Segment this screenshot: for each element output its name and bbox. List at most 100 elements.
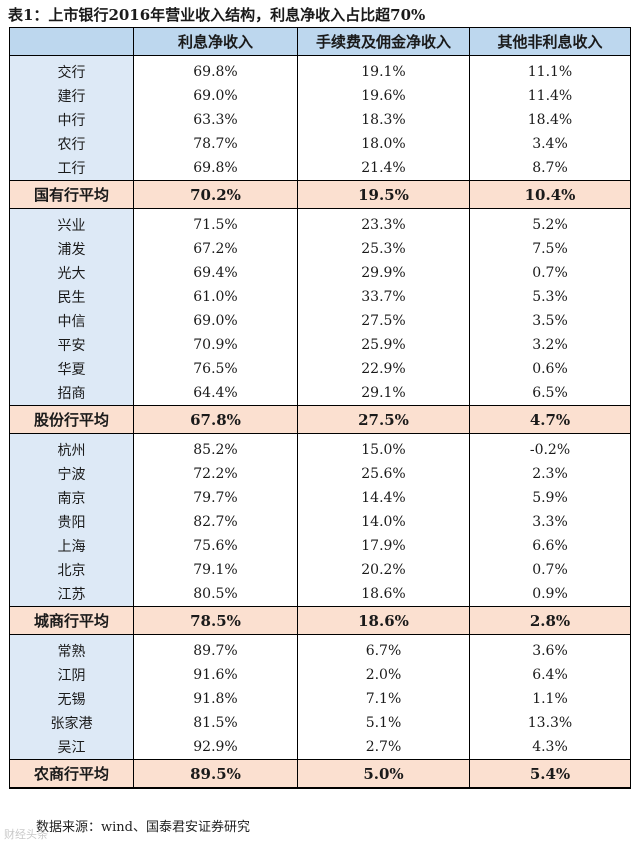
value-cell: 3.5%: [469, 309, 631, 333]
value-cell: 79.1%: [133, 558, 298, 582]
value-cell: 18.4%: [469, 108, 631, 132]
table-row: 北京 79.1% 20.2% 0.7%: [9, 558, 631, 582]
bank-name-cell: 招商: [9, 381, 134, 406]
value-cell: 61.0%: [133, 285, 298, 309]
table-row: 杭州 85.2% 15.0% -0.2%: [9, 433, 631, 462]
value-cell: 1.1%: [469, 687, 631, 711]
table-row: 农行 78.7% 18.0% 3.4%: [9, 132, 631, 156]
table-row: 贵阳 82.7% 14.0% 3.3%: [9, 510, 631, 534]
header-other-non-interest-income: 其他非利息收入: [469, 27, 631, 56]
bank-name-cell: 江苏: [9, 582, 134, 607]
value-cell: 63.3%: [133, 108, 298, 132]
revenue-structure-table: 利息净收入 手续费及佣金净收入 其他非利息收入 交行 69.8% 19.1% 11.1…: [9, 27, 631, 789]
value-cell: 82.7%: [133, 510, 298, 534]
table-row: 中信 69.0% 27.5% 3.5%: [9, 309, 631, 333]
bank-name-cell: 杭州: [9, 433, 134, 462]
value-cell: 21.4%: [297, 156, 470, 181]
value-cell: 69.0%: [133, 84, 298, 108]
average-value-cell: 78.5%: [133, 606, 298, 635]
value-cell: 27.5%: [297, 309, 470, 333]
watermark: 财经头条: [4, 828, 48, 841]
value-cell: 81.5%: [133, 711, 298, 735]
table-row: 平安 70.9% 25.9% 3.2%: [9, 333, 631, 357]
value-cell: 71.5%: [133, 208, 298, 237]
table-row: 建行 69.0% 19.6% 11.4%: [9, 84, 631, 108]
value-cell: 2.3%: [469, 462, 631, 486]
table-row: 光大 69.4% 29.9% 0.7%: [9, 261, 631, 285]
average-label-cell: 股份行平均: [9, 405, 134, 434]
bank-name-cell: 浦发: [9, 237, 134, 261]
value-cell: 0.7%: [469, 558, 631, 582]
table-row: 浦发 67.2% 25.3% 7.5%: [9, 237, 631, 261]
bank-name-cell: 吴江: [9, 735, 134, 760]
average-row: 股份行平均 67.8% 27.5% 4.7%: [9, 405, 631, 434]
value-cell: 6.4%: [469, 663, 631, 687]
value-cell: 72.2%: [133, 462, 298, 486]
table-row: 吴江 92.9% 2.7% 4.3%: [9, 735, 631, 760]
value-cell: 64.4%: [133, 381, 298, 406]
value-cell: 3.3%: [469, 510, 631, 534]
value-cell: 91.6%: [133, 663, 298, 687]
value-cell: 0.9%: [469, 582, 631, 607]
table-row: 上海 75.6% 17.9% 6.6%: [9, 534, 631, 558]
value-cell: 85.2%: [133, 433, 298, 462]
value-cell: 5.1%: [297, 711, 470, 735]
bank-name-cell: 张家港: [9, 711, 134, 735]
average-value-cell: 10.4%: [469, 180, 631, 209]
average-row: 城商行平均 78.5% 18.6% 2.8%: [9, 606, 631, 635]
value-cell: 25.3%: [297, 237, 470, 261]
average-value-cell: 19.5%: [297, 180, 470, 209]
value-cell: 14.4%: [297, 486, 470, 510]
bank-name-cell: 华夏: [9, 357, 134, 381]
value-cell: 5.2%: [469, 208, 631, 237]
value-cell: 25.9%: [297, 333, 470, 357]
bank-name-cell: 北京: [9, 558, 134, 582]
value-cell: 6.7%: [297, 634, 470, 663]
value-cell: 0.6%: [469, 357, 631, 381]
value-cell: 2.0%: [297, 663, 470, 687]
average-label-cell: 国有行平均: [9, 180, 134, 209]
value-cell: 79.7%: [133, 486, 298, 510]
value-cell: 7.1%: [297, 687, 470, 711]
table-row: 交行 69.8% 19.1% 11.1%: [9, 55, 631, 84]
table-row: 常熟 89.7% 6.7% 3.6%: [9, 634, 631, 663]
value-cell: 3.4%: [469, 132, 631, 156]
average-value-cell: 27.5%: [297, 405, 470, 434]
average-label-cell: 城商行平均: [9, 606, 134, 635]
value-cell: 22.9%: [297, 357, 470, 381]
data-source-note: 数据来源：wind、国泰君安证券研究: [36, 820, 250, 835]
value-cell: 8.7%: [469, 156, 631, 181]
value-cell: 69.8%: [133, 156, 298, 181]
value-cell: 25.6%: [297, 462, 470, 486]
table-row: 民生 61.0% 33.7% 5.3%: [9, 285, 631, 309]
table-row: 江阴 91.6% 2.0% 6.4%: [9, 663, 631, 687]
value-cell: 89.7%: [133, 634, 298, 663]
table-row: 兴业 71.5% 23.3% 5.2%: [9, 208, 631, 237]
table-row: 工行 69.8% 21.4% 8.7%: [9, 156, 631, 181]
bank-name-cell: 工行: [9, 156, 134, 181]
value-cell: 14.0%: [297, 510, 470, 534]
bank-name-cell: 农行: [9, 132, 134, 156]
table-row: 中行 63.3% 18.3% 18.4%: [9, 108, 631, 132]
average-value-cell: 18.6%: [297, 606, 470, 635]
value-cell: 11.4%: [469, 84, 631, 108]
table-title: 表1：上市银行2016年营业收入结构，利息净收入占比超70%: [8, 6, 426, 24]
average-value-cell: 5.4%: [469, 759, 631, 789]
value-cell: 29.9%: [297, 261, 470, 285]
value-cell: 23.3%: [297, 208, 470, 237]
bank-name-cell: 平安: [9, 333, 134, 357]
bank-name-cell: 光大: [9, 261, 134, 285]
value-cell: 18.3%: [297, 108, 470, 132]
value-cell: 15.0%: [297, 433, 470, 462]
table-row: 南京 79.7% 14.4% 5.9%: [9, 486, 631, 510]
table-row: 华夏 76.5% 22.9% 0.6%: [9, 357, 631, 381]
average-value-cell: 67.8%: [133, 405, 298, 434]
value-cell: 6.6%: [469, 534, 631, 558]
value-cell: 76.5%: [133, 357, 298, 381]
bank-name-cell: 中信: [9, 309, 134, 333]
value-cell: 5.9%: [469, 486, 631, 510]
value-cell: 0.7%: [469, 261, 631, 285]
bank-name-cell: 南京: [9, 486, 134, 510]
bank-name-cell: 贵阳: [9, 510, 134, 534]
value-cell: 17.9%: [297, 534, 470, 558]
